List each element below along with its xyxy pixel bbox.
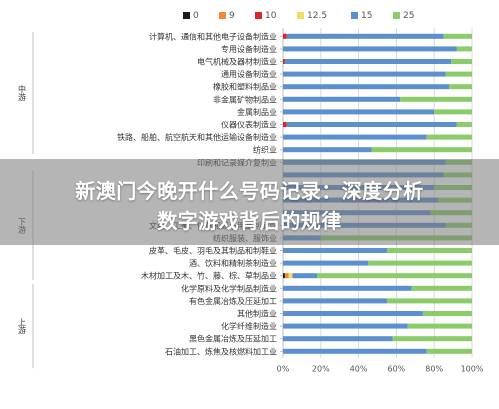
bar-segment-15 — [283, 71, 446, 77]
bar-segment-9 — [284, 273, 289, 279]
bar-segment-15 — [286, 33, 444, 39]
category-label: 仪器仪表制造业 — [221, 120, 277, 130]
bar-segment-15 — [283, 260, 369, 266]
bar-segment-25 — [426, 134, 472, 140]
bar-segment-15 — [283, 285, 412, 291]
legend-label-3: 12.5 — [307, 11, 327, 21]
category-label: 木材加工及木、竹、藤、棕、草制品业 — [141, 271, 277, 281]
category-label: 皮革、毛皮、羽毛及其制品和制鞋业 — [149, 246, 277, 256]
bar-segment-25 — [426, 348, 472, 354]
bar-segment-25 — [386, 298, 472, 304]
legend-label-0: 0 — [193, 11, 199, 21]
category-label: 石油加工、炼焦及核燃料加工业 — [165, 346, 277, 356]
legend-swatch-3 — [297, 12, 304, 19]
bar-segment-25 — [407, 323, 472, 329]
bar-segment-15 — [283, 311, 423, 316]
category-label: 化学纤维制造业 — [221, 321, 277, 331]
category-label: 通用设备制造业 — [221, 69, 277, 79]
legend-swatch-4 — [351, 12, 358, 19]
bar-segment-15 — [283, 84, 450, 90]
x-tick-label-3: 60% — [388, 365, 406, 374]
category-label: 化学原料及化学制品制造业 — [181, 283, 277, 293]
bar-segment-15 — [283, 46, 457, 52]
bar-segment-15 — [284, 59, 452, 64]
bar-segment-15 — [283, 323, 408, 329]
legend-swatch-2 — [255, 12, 262, 19]
x-tick-label-1: 20% — [312, 365, 330, 374]
bar-segment-15 — [283, 348, 427, 354]
bar-segment-25 — [456, 46, 472, 52]
bar-segment-25 — [443, 33, 472, 39]
bar-segment-15 — [283, 134, 427, 140]
bar-segment-15 — [283, 147, 372, 153]
bar-segment-25 — [386, 248, 472, 253]
legend-label-1: 9 — [229, 11, 235, 21]
legend-swatch-0 — [183, 12, 190, 19]
bar-segment-15 — [283, 109, 435, 115]
group-label-2: 上游 — [18, 318, 27, 335]
bar-segment-25 — [422, 311, 472, 316]
bar-segment-0 — [283, 273, 285, 279]
group-label-0: 中游 — [18, 84, 27, 102]
bar-segment-25 — [434, 109, 472, 115]
category-label: 电气机械及器材制造业 — [197, 57, 277, 67]
bar-segment-25 — [451, 59, 472, 64]
category-label: 非金属矿物制品业 — [213, 94, 277, 104]
title-overlay-banner: 新澳门今晚开什么号码记录：深度分析 数字游戏背后的规律 — [0, 159, 499, 245]
category-label: 酒、饮料和精制茶制造业 — [189, 258, 277, 268]
legend-label-2: 10 — [265, 11, 277, 21]
bar-segment-25 — [392, 336, 472, 342]
category-label: 铁路、船舶、航空航天和其他运输设备制造业 — [117, 132, 277, 142]
bar-segment-15 — [283, 248, 387, 253]
bar-segment-25 — [368, 260, 472, 266]
bar-segment-25 — [445, 71, 472, 77]
category-label: 金属制品业 — [237, 107, 277, 117]
x-tick-label-4: 80% — [425, 365, 443, 374]
bar-segment-15 — [286, 122, 457, 127]
bar-segment-10 — [283, 33, 287, 39]
bar-segment-25 — [317, 273, 472, 279]
bar-segment-15 — [283, 96, 401, 102]
legend-label-5: 25 — [403, 11, 414, 21]
bar-segment-15 — [283, 298, 387, 304]
bar-segment-10 — [283, 122, 287, 127]
legend-swatch-5 — [393, 12, 400, 19]
category-label: 专用设备制造业 — [221, 44, 277, 54]
x-tick-label-2: 40% — [350, 365, 368, 374]
overlay-title-line-1: 新澳门今晚开什么号码记录：深度分析 — [75, 179, 424, 203]
legend-label-4: 15 — [361, 11, 372, 21]
category-label: 其他制造业 — [237, 309, 277, 319]
x-tick-label-0: 0% — [277, 365, 290, 374]
x-tick-label-5: 100% — [461, 365, 484, 374]
bar-segment-10 — [283, 59, 285, 64]
legend-swatch-1 — [219, 12, 226, 19]
category-label: 黑色金属冶炼及压延加工 — [189, 334, 277, 344]
bar-segment-15 — [283, 336, 393, 342]
overlay-title-line-2: 数字游戏背后的规律 — [157, 209, 342, 233]
category-label: 计算机、通信和其他电子设备制造业 — [149, 31, 277, 41]
bar-segment-12.5 — [288, 273, 293, 279]
category-label: 有色金属冶炼及压延加工 — [189, 296, 277, 306]
bar-segment-25 — [449, 84, 472, 90]
category-label: 橡胶和塑料制品业 — [213, 82, 277, 92]
category-label: 纺织业 — [253, 145, 277, 155]
bar-segment-25 — [456, 122, 472, 127]
bar-segment-25 — [400, 96, 472, 102]
bar-segment-15 — [292, 273, 318, 279]
bar-segment-25 — [411, 285, 472, 291]
bar-segment-25 — [371, 147, 472, 153]
